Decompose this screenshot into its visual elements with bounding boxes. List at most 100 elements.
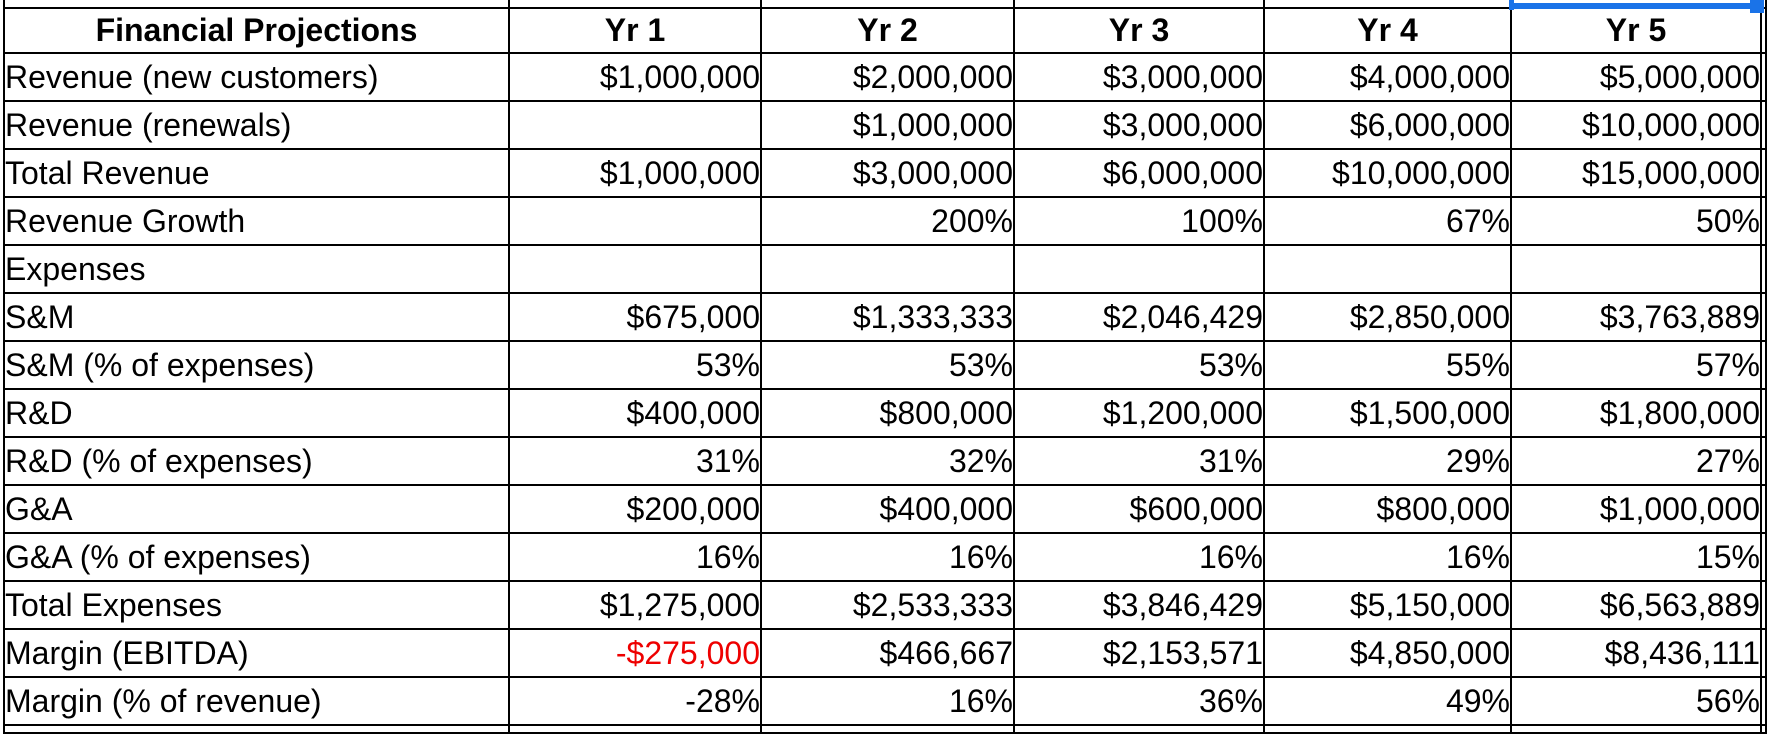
data-cell[interactable]: 53% (1013, 340, 1265, 390)
data-cell[interactable]: $4,000,000 (1263, 52, 1512, 102)
partial-cell[interactable] (3, 0, 510, 9)
column-header-yr4[interactable]: Yr 4 (1263, 7, 1512, 54)
partial-cell[interactable] (1760, 340, 1767, 390)
data-cell[interactable]: $2,153,571 (1013, 628, 1265, 678)
data-cell[interactable]: 16% (760, 532, 1015, 582)
table-title-cell[interactable]: Financial Projections (3, 7, 510, 54)
row-label-cell[interactable]: Margin (EBITDA) (3, 628, 510, 678)
row-label-cell[interactable]: S&M (3, 292, 510, 342)
data-cell[interactable]: $400,000 (508, 388, 762, 438)
data-cell[interactable] (1263, 244, 1512, 294)
data-cell[interactable]: $6,000,000 (1013, 148, 1265, 198)
column-header-yr5[interactable]: Yr 5 (1510, 7, 1762, 54)
column-header-yr3[interactable]: Yr 3 (1013, 7, 1265, 54)
data-cell[interactable]: $3,000,000 (760, 148, 1015, 198)
data-cell[interactable]: 53% (508, 340, 762, 390)
data-cell[interactable]: 55% (1263, 340, 1512, 390)
partial-cell[interactable] (760, 724, 1015, 734)
row-label-cell[interactable]: Revenue Growth (3, 196, 510, 246)
data-cell[interactable]: 15% (1510, 532, 1762, 582)
data-cell[interactable]: $5,150,000 (1263, 580, 1512, 630)
data-cell[interactable]: $1,275,000 (508, 580, 762, 630)
row-label-cell[interactable]: Margin (% of revenue) (3, 676, 510, 726)
column-header-yr1[interactable]: Yr 1 (508, 7, 762, 54)
data-cell[interactable]: 36% (1013, 676, 1265, 726)
data-cell[interactable]: $8,436,111 (1510, 628, 1762, 678)
data-cell[interactable]: $1,000,000 (1510, 484, 1762, 534)
partial-cell[interactable] (1013, 0, 1265, 9)
data-cell[interactable]: $675,000 (508, 292, 762, 342)
data-cell[interactable]: $2,533,333 (760, 580, 1015, 630)
data-cell[interactable]: 49% (1263, 676, 1512, 726)
partial-cell[interactable] (1760, 436, 1767, 486)
partial-cell[interactable] (508, 724, 762, 734)
data-cell[interactable]: $1,000,000 (508, 148, 762, 198)
data-cell[interactable]: $600,000 (1013, 484, 1265, 534)
partial-cell[interactable] (1510, 724, 1762, 734)
data-cell[interactable]: $2,000,000 (760, 52, 1015, 102)
partial-cell[interactable] (1760, 148, 1767, 198)
partial-cell[interactable] (1760, 100, 1767, 150)
data-cell[interactable] (508, 244, 762, 294)
partial-cell[interactable] (1760, 628, 1767, 678)
data-cell[interactable]: 56% (1510, 676, 1762, 726)
data-cell[interactable]: 53% (760, 340, 1015, 390)
row-label-cell[interactable]: R&D (% of expenses) (3, 436, 510, 486)
data-cell[interactable]: -28% (508, 676, 762, 726)
row-label-cell[interactable]: Total Expenses (3, 580, 510, 630)
data-cell[interactable]: -$275,000 (508, 628, 762, 678)
partial-cell[interactable] (1760, 292, 1767, 342)
data-cell[interactable]: $15,000,000 (1510, 148, 1762, 198)
partial-cell[interactable] (1760, 196, 1767, 246)
partial-cell[interactable] (1760, 676, 1767, 726)
data-cell[interactable]: $800,000 (760, 388, 1015, 438)
data-cell[interactable]: $3,000,000 (1013, 100, 1265, 150)
data-cell[interactable]: $1,000,000 (760, 100, 1015, 150)
data-cell[interactable]: $4,850,000 (1263, 628, 1512, 678)
data-cell[interactable]: 16% (1013, 532, 1265, 582)
data-cell[interactable]: $1,200,000 (1013, 388, 1265, 438)
data-cell[interactable]: $10,000,000 (1263, 148, 1512, 198)
data-cell[interactable]: $3,763,889 (1510, 292, 1762, 342)
row-label-cell[interactable]: R&D (3, 388, 510, 438)
partial-cell[interactable] (1760, 580, 1767, 630)
row-label-cell[interactable]: Revenue (renewals) (3, 100, 510, 150)
data-cell[interactable]: 200% (760, 196, 1015, 246)
partial-cell[interactable] (1760, 388, 1767, 438)
data-cell[interactable] (508, 100, 762, 150)
data-cell[interactable]: 67% (1263, 196, 1512, 246)
data-cell[interactable]: $6,563,889 (1510, 580, 1762, 630)
data-cell[interactable]: 100% (1013, 196, 1265, 246)
row-label-cell[interactable]: Expenses (3, 244, 510, 294)
data-cell[interactable]: $200,000 (508, 484, 762, 534)
data-cell[interactable]: $2,046,429 (1013, 292, 1265, 342)
data-cell[interactable]: 32% (760, 436, 1015, 486)
data-cell[interactable]: $400,000 (760, 484, 1015, 534)
row-label-cell[interactable]: G&A (% of expenses) (3, 532, 510, 582)
data-cell[interactable]: $1,500,000 (1263, 388, 1512, 438)
row-label-cell[interactable]: Total Revenue (3, 148, 510, 198)
data-cell[interactable]: 50% (1510, 196, 1762, 246)
data-cell[interactable]: $1,800,000 (1510, 388, 1762, 438)
partial-cell[interactable] (1760, 724, 1767, 734)
selection-fill-handle-icon[interactable] (1750, 0, 1764, 13)
data-cell[interactable]: $3,846,429 (1013, 580, 1265, 630)
partial-cell[interactable] (1760, 484, 1767, 534)
data-cell[interactable]: 16% (1263, 532, 1512, 582)
partial-cell[interactable] (508, 0, 762, 9)
row-label-cell[interactable]: S&M (% of expenses) (3, 340, 510, 390)
partial-cell[interactable] (1013, 724, 1265, 734)
partial-cell[interactable] (1263, 0, 1512, 9)
data-cell[interactable]: $3,000,000 (1013, 52, 1265, 102)
data-cell[interactable]: $10,000,000 (1510, 100, 1762, 150)
partial-cell[interactable] (1760, 244, 1767, 294)
data-cell[interactable]: 27% (1510, 436, 1762, 486)
data-cell[interactable] (508, 196, 762, 246)
data-cell[interactable]: $800,000 (1263, 484, 1512, 534)
partial-cell[interactable] (760, 0, 1015, 9)
data-cell[interactable]: $1,333,333 (760, 292, 1015, 342)
data-cell[interactable]: $2,850,000 (1263, 292, 1512, 342)
data-cell[interactable]: 31% (1013, 436, 1265, 486)
partial-cell[interactable] (1760, 532, 1767, 582)
row-label-cell[interactable]: Revenue (new customers) (3, 52, 510, 102)
